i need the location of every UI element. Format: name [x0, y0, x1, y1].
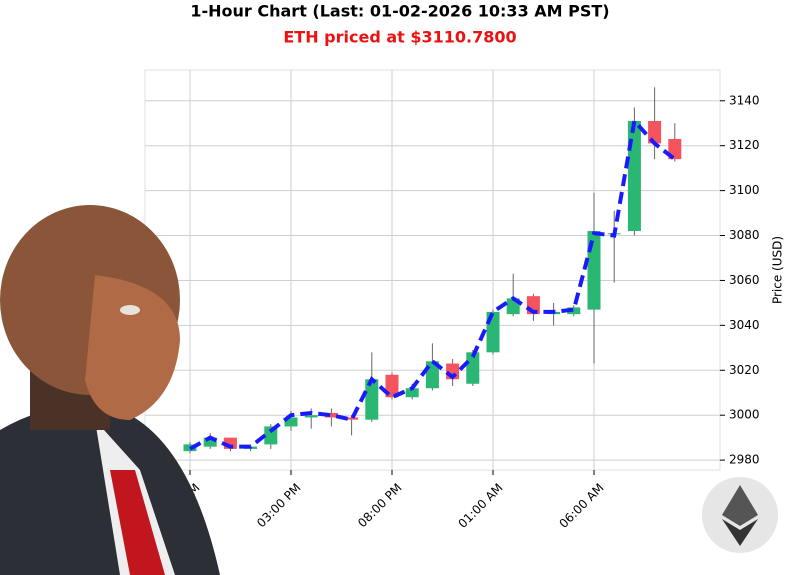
- y-tick-label: 3080: [729, 228, 760, 242]
- y-tick-label: 3120: [729, 138, 760, 152]
- chart-title: 1-Hour Chart (Last: 01-02-2026 10:33 AM …: [190, 2, 609, 21]
- candle-body: [284, 417, 298, 427]
- candle-body: [648, 120, 662, 144]
- x-tick-label: 03:00 PM: [254, 481, 303, 530]
- person-illustration: [0, 205, 220, 575]
- y-tick-label: 3000: [729, 408, 760, 422]
- candle-body: [324, 412, 338, 418]
- x-tick-label: 08:00 PM: [355, 481, 404, 530]
- chart-subtitle: ETH priced at $3110.7800: [283, 28, 516, 47]
- candle-body: [365, 379, 379, 420]
- candle-body: [405, 388, 419, 398]
- y-tick-label: 3140: [729, 93, 760, 107]
- y-tick-label: 3060: [729, 273, 760, 287]
- y-tick-label: 3020: [729, 363, 760, 377]
- candle-body: [466, 352, 480, 384]
- y-tick-label: 3100: [729, 183, 760, 197]
- x-tick-label: 01:00 AM: [455, 481, 505, 531]
- eth-logo: [702, 477, 778, 553]
- y-axis-label: Price (USD): [771, 236, 785, 304]
- candle-body: [304, 415, 318, 418]
- y-tick-label: 3040: [729, 318, 760, 332]
- candle-body: [385, 374, 399, 398]
- candle-body: [627, 120, 641, 232]
- y-tick-label: 2980: [729, 453, 760, 467]
- trend-line: [189, 116, 677, 451]
- plot-layer: 29803000302030403060308031003120314010:0…: [145, 70, 760, 531]
- candle-body: [345, 417, 359, 420]
- candle-body: [567, 307, 581, 315]
- x-tick-label: 06:00 AM: [556, 481, 606, 531]
- candle-body: [203, 437, 217, 447]
- candle-body: [223, 437, 237, 449]
